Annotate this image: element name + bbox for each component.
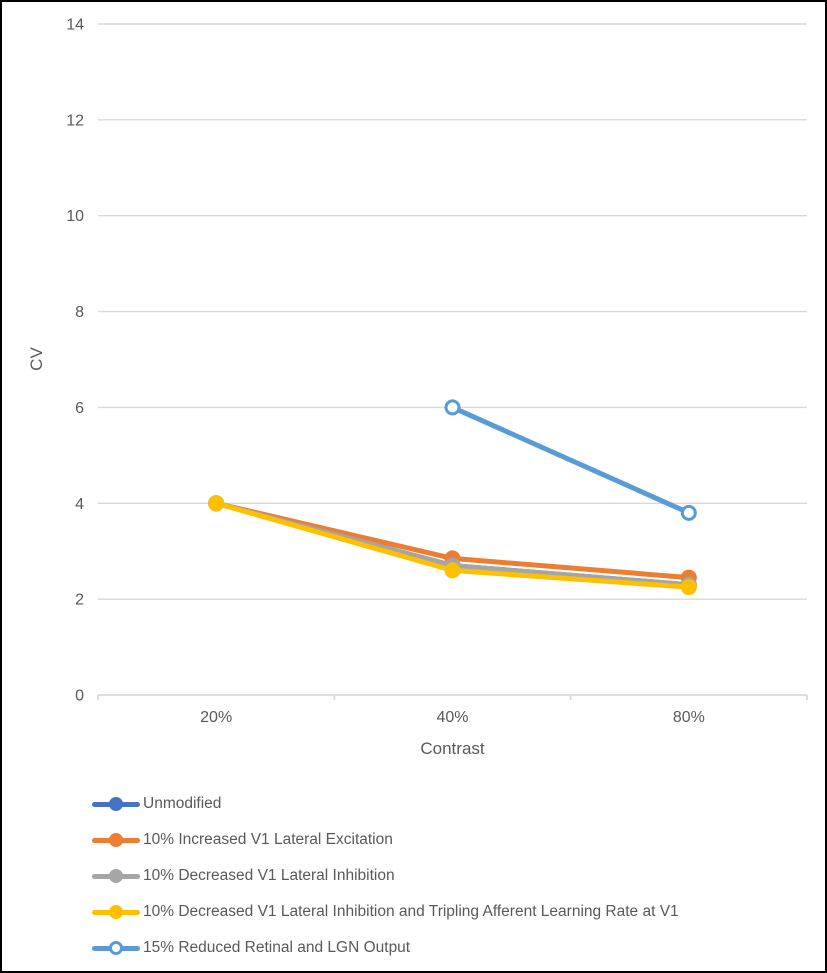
- y-tick-label-2: 2: [75, 592, 84, 609]
- legend-label: 10% Decreased V1 Lateral Inhibition and …: [143, 903, 679, 920]
- legend-marker-icon: [92, 940, 140, 956]
- line-chart: 0 2 4 6 8 10 12 14 20% 40% 80% Contrast CV: [27, 17, 808, 758]
- legend-label: 10% Increased V1 Lateral Excitation: [143, 831, 393, 848]
- series-4-line: [450, 404, 692, 516]
- legend-marker-icon: [92, 868, 140, 884]
- x-tick-label-20%: 20%: [200, 709, 232, 726]
- series-3-point-20%: [208, 495, 225, 512]
- legend-item-decreased-inhibition-tripled-learning: 10% Decreased V1 Lateral Inhibition and …: [92, 894, 679, 930]
- legend-item-unmodified: Unmodified: [92, 786, 679, 822]
- x-axis-title: Contrast: [420, 739, 485, 758]
- legend-item-increased-excitation: 10% Increased V1 Lateral Excitation: [92, 822, 679, 858]
- y-tick-label-12: 12: [66, 112, 84, 129]
- legend-label: Unmodified: [143, 795, 222, 812]
- y-tick-label-0: 0: [75, 688, 84, 705]
- y-tick-label-6: 6: [75, 400, 84, 417]
- y-tick-label-8: 8: [75, 304, 84, 321]
- series-3-point-80%: [680, 579, 697, 596]
- y-tick-label-10: 10: [66, 208, 84, 225]
- legend-label: 15% Reduced Retinal and LGN Output: [143, 939, 411, 956]
- y-tick-label-4: 4: [75, 496, 84, 513]
- legend-item-decreased-inhibition: 10% Decreased V1 Lateral Inhibition: [92, 858, 679, 894]
- series-4-point-80%: [680, 504, 697, 521]
- legend-marker-icon: [92, 832, 140, 848]
- legend-marker-icon: [92, 796, 140, 812]
- x-tick-label-80%: 80%: [673, 709, 705, 726]
- legend-item-reduced-retinal-lgn: 15% Reduced Retinal and LGN Output: [92, 930, 679, 966]
- series-4-point-40%: [444, 399, 461, 416]
- series-3-point-40%: [444, 562, 461, 579]
- y-tick-label-14: 14: [66, 17, 84, 34]
- chart-legend: Unmodified 10% Increased V1 Lateral Exci…: [92, 786, 679, 966]
- x-tick-label-40%: 40%: [436, 709, 468, 726]
- y-axis-title: CV: [27, 347, 46, 371]
- legend-marker-icon: [92, 904, 140, 920]
- legend-label: 10% Decreased V1 Lateral Inhibition: [143, 867, 395, 884]
